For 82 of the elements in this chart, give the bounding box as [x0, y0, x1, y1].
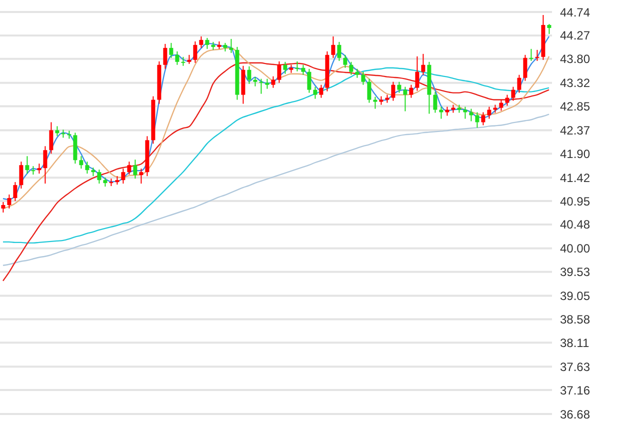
candlestick: [205, 37, 210, 50]
candlestick: [409, 84, 414, 98]
candlestick: [79, 156, 84, 170]
candlestick: [7, 194, 12, 210]
candlestick: [487, 106, 492, 120]
candlestick: [97, 169, 102, 184]
candlestick: [295, 60, 300, 72]
candlestick: [169, 42, 174, 58]
candlestick: [313, 86, 318, 100]
candlestick: [535, 49, 540, 62]
candlestick: [361, 71, 366, 86]
line-series: [2, 114, 550, 266]
candlestick: [121, 168, 126, 184]
y-tick-label: 39.53: [560, 265, 590, 280]
y-tick-label: 44.27: [560, 28, 590, 43]
candlestick: [55, 126, 60, 137]
candlestick: [421, 53, 426, 76]
candlestick: [1, 202, 6, 213]
candlestick: [271, 76, 276, 88]
y-tick-label: 43.80: [560, 52, 590, 66]
candlestick: [277, 60, 282, 84]
candlestick: [391, 81, 396, 102]
candlestick: [523, 54, 528, 82]
candlestick: [517, 74, 522, 94]
candlestick: [193, 40, 198, 64]
candlestick: [127, 161, 132, 176]
y-tick-label: 42.37: [560, 123, 590, 138]
candlestick: [43, 146, 48, 184]
candlestick: [13, 182, 18, 202]
candlestick: [343, 54, 348, 68]
candlestick: [373, 96, 378, 110]
candlestick: [439, 106, 444, 120]
y-tick-label: 42.85: [560, 100, 590, 114]
candlestick: [25, 156, 30, 174]
candlestick: [283, 61, 288, 74]
candlestick: [247, 66, 252, 84]
candlestick: [139, 168, 144, 184]
candlestick: [499, 99, 504, 112]
candlestick: [511, 86, 516, 102]
candlestick: [529, 48, 534, 62]
candlestick: [415, 56, 420, 92]
candlestick: [163, 43, 168, 70]
candlestick: [259, 78, 264, 94]
candlestick: [331, 36, 336, 58]
y-tick-label: 39.05: [560, 289, 590, 304]
candlestick: [265, 78, 270, 90]
y-tick-label: 38.58: [560, 312, 590, 326]
candlestick: [85, 161, 90, 174]
candlestick: [229, 38, 234, 54]
y-tick-label: 40.95: [560, 194, 590, 208]
y-tick-label: 38.11: [560, 336, 590, 350]
y-tick-label: 44.74: [560, 5, 590, 20]
candlestick: [49, 122, 54, 154]
y-tick-label: 37.63: [560, 360, 590, 374]
candlestick: [199, 36, 204, 48]
y-tick-label: 43.32: [560, 76, 590, 90]
candlestick: [319, 84, 324, 98]
y-tick-label: 40.00: [560, 242, 590, 256]
y-tick-label: 41.42: [560, 170, 590, 185]
candlestick: [133, 159, 138, 180]
candlestick: [475, 112, 480, 128]
candlestick: [253, 76, 258, 87]
candlestick: [337, 41, 342, 62]
candlestick: [403, 86, 408, 112]
candlestick: [307, 68, 312, 94]
candlestick: [463, 106, 468, 120]
candlestick: [547, 23, 552, 34]
candlestick: [433, 91, 438, 114]
candlestick: [481, 112, 486, 126]
candlestick: [505, 94, 510, 106]
line-series: [2, 62, 550, 282]
candlestick: [37, 163, 42, 174]
candlestick: [19, 161, 24, 190]
candlestick: [175, 50, 180, 66]
candlestick: [367, 78, 372, 104]
y-tick-label: 40.48: [560, 218, 590, 232]
candlestick: [301, 64, 306, 76]
candlestick: [397, 81, 402, 94]
y-tick-label: 37.16: [560, 383, 590, 398]
y-tick-label: 36.68: [560, 407, 590, 422]
candlestick: [349, 61, 354, 76]
y-tick-label: 41.90: [560, 146, 590, 161]
